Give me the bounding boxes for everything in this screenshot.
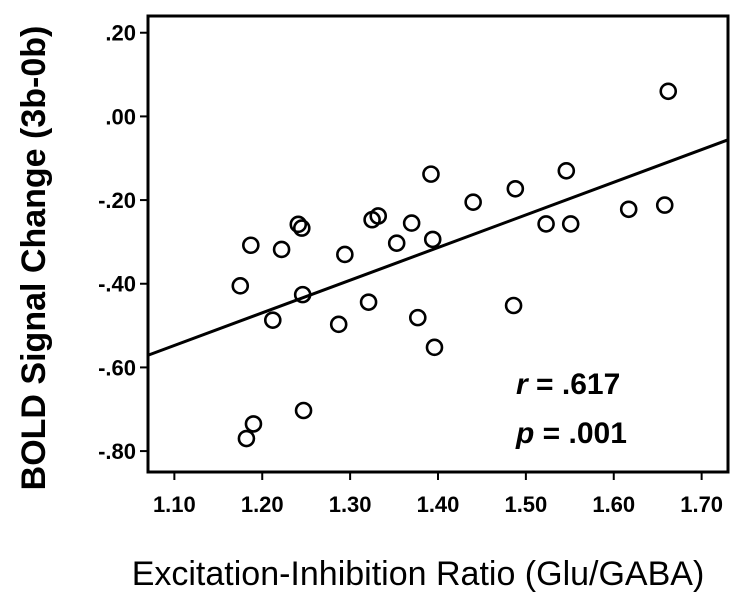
data-point: [408, 308, 427, 327]
data-point: [292, 219, 311, 237]
data-point: [402, 214, 421, 232]
data-point: [464, 193, 482, 211]
y-tick-label: -.60: [98, 355, 136, 380]
data-point: [329, 315, 348, 334]
y-tick-label: -.80: [98, 439, 136, 464]
y-tick-label: .00: [105, 104, 136, 129]
x-tick-label: 1.20: [241, 492, 284, 517]
data-point: [294, 401, 313, 420]
x-tick-label: 1.70: [680, 492, 723, 517]
data-point: [659, 82, 678, 101]
data-point: [506, 179, 525, 198]
data-point: [537, 215, 555, 233]
data-point: [422, 165, 440, 183]
data-point: [423, 230, 442, 249]
data-point: [293, 285, 312, 304]
data-point: [289, 215, 308, 234]
y-tick-label: -.20: [98, 188, 136, 213]
data-point: [272, 240, 291, 259]
data-point: [231, 277, 250, 295]
data-point: [359, 293, 378, 311]
data-point: [263, 311, 282, 329]
x-tick-label: 1.30: [329, 492, 372, 517]
data-point: [619, 200, 638, 219]
p-symbol: p: [515, 417, 534, 450]
r-statistic: r = .617: [516, 368, 620, 401]
data-point: [655, 196, 674, 214]
r-value: = .617: [528, 368, 621, 401]
y-tick-label: -.40: [98, 272, 136, 297]
data-point: [387, 234, 406, 252]
x-tick-label: 1.50: [504, 492, 547, 517]
y-tick-label: .20: [105, 21, 136, 46]
x-axis-label: Excitation-Inhibition Ratio (Glu/GABA): [132, 555, 705, 593]
y-axis-label: BOLD Signal Change (3b-0b): [15, 26, 53, 491]
data-point: [336, 245, 354, 264]
data-point: [242, 236, 260, 255]
correlation-annotation: r = .617 p = .001: [515, 368, 627, 450]
data-point: [244, 415, 263, 433]
regression-line: [147, 138, 729, 357]
p-value: = .001: [534, 417, 627, 450]
r-symbol: r: [516, 368, 530, 401]
data-point: [557, 161, 576, 180]
x-tick-label: 1.40: [417, 492, 460, 517]
data-point: [237, 429, 256, 448]
p-statistic: p = .001: [515, 417, 627, 450]
data-point: [425, 338, 444, 357]
data-point: [363, 210, 381, 229]
x-tick-label: 1.10: [153, 492, 196, 517]
x-tick-label: 1.60: [592, 492, 635, 517]
data-point: [504, 296, 523, 315]
data-point: [561, 215, 580, 233]
